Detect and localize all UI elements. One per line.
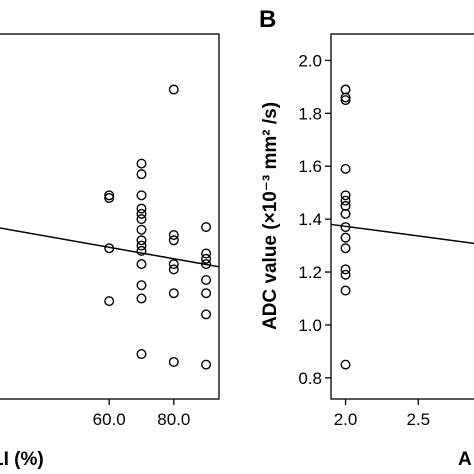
panel-a-data-point bbox=[104, 296, 115, 307]
panel-b-plot-frame bbox=[330, 33, 474, 400]
panel-b-data-point bbox=[340, 285, 351, 296]
panel-a-data-point bbox=[168, 356, 179, 367]
panel-b-y-tick-label: 0.8 bbox=[298, 369, 322, 388]
panel-b-data-point bbox=[340, 190, 351, 201]
panel-a-data-point bbox=[136, 169, 147, 180]
panel-a-data-point bbox=[104, 243, 115, 254]
panel-a-data-point bbox=[168, 84, 179, 95]
panel-b-data-point bbox=[340, 243, 351, 254]
panel-b: B 2.0 2.5 0.8 1.0 1.2 1.4 1.6 1.8 2.0 ADC value … bbox=[259, 6, 474, 470]
panel-a-data-point bbox=[136, 224, 147, 235]
panel-a-data-point bbox=[136, 203, 147, 214]
panel-a: 60.0 80.0 LI (%) bbox=[0, 33, 220, 470]
panel-b-y-tick-label: 1.8 bbox=[298, 104, 322, 123]
panel-a-data-point bbox=[201, 253, 212, 264]
panel-a-data-point bbox=[136, 293, 147, 304]
panel-a-data-point bbox=[104, 192, 115, 203]
panel-b-x-tick-label: 2.0 bbox=[334, 410, 358, 429]
panel-a-data-point bbox=[201, 288, 212, 299]
panel-b-y-tick-label: 1.2 bbox=[298, 263, 322, 282]
panel-a-data-point bbox=[168, 288, 179, 299]
panel-a-data-point bbox=[136, 190, 147, 201]
panel-a-data-point bbox=[201, 274, 212, 285]
panel-a-data-point bbox=[201, 359, 212, 370]
panel-b-fit-line bbox=[330, 223, 474, 245]
panel-a-data-point bbox=[168, 235, 179, 246]
panel-a-plot-area bbox=[0, 84, 220, 370]
panel-a-data-point bbox=[136, 158, 147, 169]
panel-a-data-point bbox=[168, 259, 179, 270]
panel-b-data-point bbox=[340, 222, 351, 233]
panel-b-data-point bbox=[340, 269, 351, 280]
panel-a-plot-frame bbox=[0, 33, 220, 400]
panel-a-fit-line bbox=[0, 227, 220, 268]
panel-b-data-point bbox=[340, 195, 351, 206]
panel-a-x-axis-title: LI (%) bbox=[0, 449, 44, 470]
panel-a-data-point bbox=[136, 259, 147, 270]
panel-b-y-tick-label: 2.0 bbox=[298, 51, 322, 70]
panel-a-x-axis: 60.0 80.0 bbox=[93, 399, 190, 429]
panel-a-data-point bbox=[136, 235, 147, 246]
panel-b-data-point bbox=[340, 359, 351, 370]
panel-a-data-point bbox=[136, 280, 147, 291]
panel-a-data-point bbox=[136, 240, 147, 251]
panel-a-data-point bbox=[136, 245, 147, 256]
panel-a-data-point bbox=[136, 214, 147, 225]
panel-b-data-point bbox=[340, 232, 351, 243]
panel-a-data-point bbox=[168, 264, 179, 275]
panel-b-plot-area bbox=[330, 84, 474, 370]
panel-b-axes: 2.0 2.5 0.8 1.0 1.2 1.4 1.6 1.8 2.0 bbox=[298, 51, 430, 429]
panel-b-data-point bbox=[340, 264, 351, 275]
panel-b-y-tick-label: 1.6 bbox=[298, 157, 322, 176]
panel-a-data-point bbox=[136, 208, 147, 219]
panel-b-data-point bbox=[340, 92, 351, 103]
panel-b-y-tick-label: 1.4 bbox=[298, 210, 322, 229]
panel-b-data-point bbox=[340, 95, 351, 106]
panel-a-data-point bbox=[201, 222, 212, 233]
panel-b-y-axis-title: ADC value (×10⁻³ mm² /s) bbox=[260, 102, 281, 330]
panel-b-x-tick-label: 2.5 bbox=[406, 410, 430, 429]
panel-a-data-point bbox=[201, 259, 212, 270]
panel-b-y-tick-label: 1.0 bbox=[298, 316, 322, 335]
panel-a-x-tick-label: 80.0 bbox=[157, 410, 190, 429]
panel-b-data-point bbox=[340, 163, 351, 174]
panel-b-letter: B bbox=[259, 6, 276, 33]
panel-a-data-point bbox=[104, 190, 115, 201]
panel-a-data-point bbox=[201, 248, 212, 259]
panel-b-x-axis-title: A bbox=[458, 449, 472, 470]
panel-b-data-point bbox=[340, 208, 351, 219]
panel-a-data-point bbox=[168, 230, 179, 241]
panel-a-data-point bbox=[136, 349, 147, 360]
panel-a-data-point bbox=[201, 309, 212, 320]
panel-a-x-tick-label: 60.0 bbox=[93, 410, 126, 429]
